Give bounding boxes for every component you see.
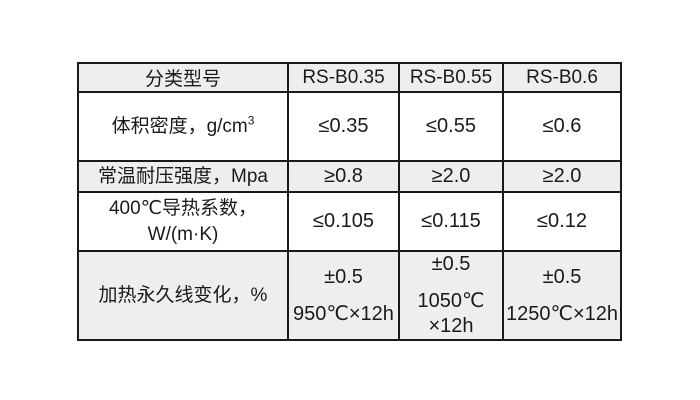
table-row-bulk-density: 体积密度，g/cm3 ≤0.35 ≤0.55 ≤0.6 [77,91,622,162]
row-label-text: 体积密度，g/cm [111,115,248,137]
row-label-permanent-linear-change: 加热永久线变化，% [77,250,289,341]
cell-strength-rs-b035: ≥0.8 [287,160,400,193]
cell-density-rs-b055: ≤0.55 [398,91,504,162]
test-condition: 950℃×12h [293,302,394,325]
table-header-row: 分类型号 RS-B0.35 RS-B0.55 RS-B0.6 [77,62,622,93]
header-cell-model-rs-b035: RS-B0.35 [287,62,400,93]
linear-change-stack: ±0.5 1050℃ ×12h [401,253,501,338]
test-condition: 1050℃ ×12h [417,290,485,337]
row-label-compressive-strength: 常温耐压强度，Mpa [77,160,289,193]
cell-linear-change-rs-b035: ±0.5 950℃×12h [287,250,400,341]
row-label-thermal-conductivity: 400℃导热系数， W/(m·K) [77,191,289,252]
cell-strength-rs-b055: ≥2.0 [398,160,504,193]
table-row-compressive-strength: 常温耐压强度，Mpa ≥0.8 ≥2.0 ≥2.0 [77,160,622,193]
tolerance-value: ±0.5 [542,265,582,288]
tolerance-value: ±0.5 [431,253,471,275]
cell-linear-change-rs-b055: ±0.5 1050℃ ×12h [398,250,504,341]
test-condition: 1250℃×12h [505,302,618,325]
header-cell-model-rs-b06: RS-B0.6 [502,62,622,93]
table-row-thermal-conductivity: 400℃导热系数， W/(m·K) ≤0.105 ≤0.115 ≤0.12 [77,191,622,252]
cell-conductivity-rs-b06: ≤0.12 [502,191,622,252]
header-cell-model-rs-b055: RS-B0.55 [398,62,504,93]
linear-change-stack: ±0.5 1250℃×12h [505,265,619,327]
cell-conductivity-rs-b035: ≤0.105 [287,191,400,252]
row-label-bulk-density: 体积密度，g/cm3 [77,91,289,162]
cell-density-rs-b035: ≤0.35 [287,91,400,162]
cell-linear-change-rs-b06: ±0.5 1250℃×12h [502,250,622,341]
cell-strength-rs-b06: ≥2.0 [502,160,622,193]
table-row-permanent-linear-change: 加热永久线变化，% ±0.5 950℃×12h ±0.5 1050℃ ×12h … [77,250,622,341]
unit-superscript: 3 [247,113,255,128]
spec-table: 分类型号 RS-B0.35 RS-B0.55 RS-B0.6 体积密度，g/cm… [77,62,622,341]
tolerance-value: ±0.5 [324,265,363,288]
header-cell-category: 分类型号 [77,62,289,93]
cell-density-rs-b06: ≤0.6 [502,91,622,162]
linear-change-stack: ±0.5 950℃×12h [290,265,397,327]
cell-conductivity-rs-b055: ≤0.115 [398,191,504,252]
